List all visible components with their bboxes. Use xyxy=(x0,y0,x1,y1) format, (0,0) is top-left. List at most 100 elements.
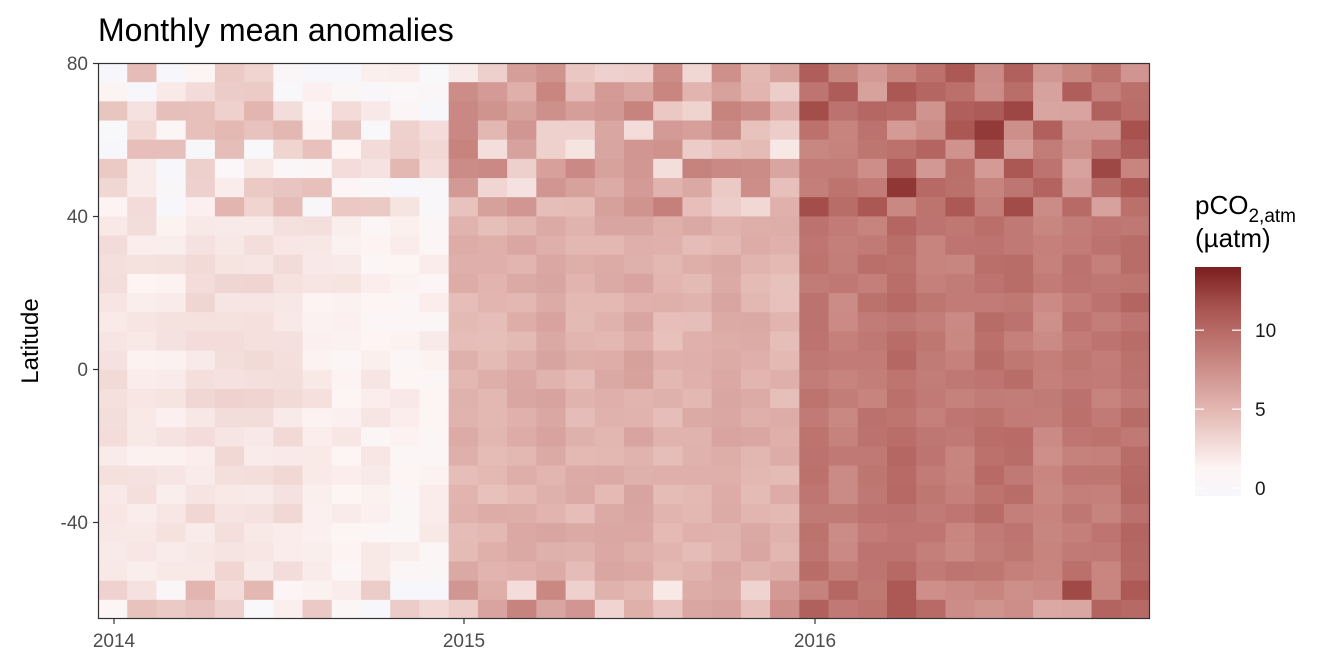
heatmap-cell xyxy=(302,427,333,448)
heatmap-cell xyxy=(390,350,421,371)
heatmap-cell xyxy=(98,446,128,467)
heatmap-cell xyxy=(127,446,158,467)
heatmap-cell xyxy=(244,120,274,141)
heatmap-cell xyxy=(887,197,917,217)
heatmap-cell xyxy=(770,446,800,467)
heatmap-cell xyxy=(127,388,158,409)
heatmap-cell xyxy=(1091,427,1122,448)
heatmap-cell xyxy=(682,312,713,333)
heatmap-cell xyxy=(273,273,304,294)
heatmap-cell xyxy=(945,197,976,217)
heatmap-cell xyxy=(682,82,713,102)
heatmap-cell xyxy=(828,484,859,505)
heatmap-cell xyxy=(1062,197,1093,217)
heatmap-cell xyxy=(945,63,976,83)
heatmap-cell xyxy=(682,599,713,619)
heatmap-cell xyxy=(887,542,917,563)
heatmap-cell xyxy=(1033,63,1063,83)
heatmap-cell xyxy=(390,254,421,275)
heatmap-cell xyxy=(770,120,800,141)
chart-title: Monthly mean anomalies xyxy=(98,12,454,48)
heatmap-cell xyxy=(653,465,684,486)
heatmap-cell xyxy=(1003,523,1034,543)
heatmap-cell xyxy=(244,63,274,83)
heatmap-cell xyxy=(799,235,830,256)
heatmap-cell xyxy=(419,312,450,333)
heatmap-cell xyxy=(916,101,947,122)
heatmap-cell xyxy=(565,408,596,428)
heatmap-cell xyxy=(887,484,917,505)
heatmap-cell xyxy=(185,331,216,352)
heatmap-cell xyxy=(624,465,654,486)
heatmap-cell xyxy=(331,101,362,122)
heatmap-cell xyxy=(1062,369,1093,390)
heatmap-cell xyxy=(653,293,684,313)
heatmap-cell xyxy=(799,465,830,486)
heatmap-cell xyxy=(536,158,567,179)
heatmap-cell xyxy=(507,293,537,313)
heatmap-cell xyxy=(770,273,800,294)
heatmap-cell xyxy=(565,312,596,333)
heatmap-cell xyxy=(477,350,508,371)
heatmap-cell xyxy=(1091,273,1122,294)
heatmap-cell xyxy=(361,254,391,275)
heatmap-cell xyxy=(857,484,888,505)
heatmap-cell xyxy=(448,484,479,505)
heatmap-cell xyxy=(740,158,771,179)
heatmap-cell xyxy=(565,350,596,371)
heatmap-cell xyxy=(1120,82,1150,102)
heatmap-cell xyxy=(974,293,1005,313)
heatmap-cell xyxy=(1003,63,1034,83)
heatmap-cell xyxy=(507,427,537,448)
heatmap-cell xyxy=(887,580,917,601)
heatmap-cell xyxy=(740,523,771,543)
heatmap-cell xyxy=(507,465,537,486)
heatmap-cell xyxy=(594,561,625,582)
heatmap-cell xyxy=(916,465,947,486)
heatmap-cell xyxy=(214,235,245,256)
heatmap-cell xyxy=(1062,254,1093,275)
heatmap-cell xyxy=(799,120,830,141)
heatmap-cell xyxy=(1120,503,1150,524)
heatmap-cell xyxy=(419,542,450,563)
colorbar-title: pCO2,atm xyxy=(1195,190,1296,227)
heatmap-cell xyxy=(1003,331,1034,352)
heatmap-cell xyxy=(945,350,976,371)
heatmap-cell xyxy=(156,427,187,448)
heatmap-cell xyxy=(156,331,187,352)
heatmap-cell xyxy=(887,446,917,467)
heatmap-cell xyxy=(1120,542,1150,563)
heatmap-cell xyxy=(740,254,771,275)
heatmap-cell xyxy=(331,369,362,390)
heatmap-cell xyxy=(302,350,333,371)
heatmap-cell xyxy=(945,503,976,524)
heatmap-cell xyxy=(98,82,128,102)
heatmap-cell xyxy=(185,503,216,524)
heatmap-cell xyxy=(799,82,830,102)
colorbar-legend: pCO2,atm (µatm) 0 5 10 xyxy=(1195,190,1296,500)
heatmap-cell xyxy=(244,331,274,352)
heatmap-cell xyxy=(1033,101,1063,122)
heatmap-cell xyxy=(448,408,479,428)
heatmap-cell xyxy=(740,235,771,256)
heatmap-cell xyxy=(594,197,625,217)
heatmap-cell xyxy=(916,197,947,217)
heatmap-cell xyxy=(711,388,742,409)
heatmap-cell xyxy=(273,101,304,122)
heatmap-cell xyxy=(1120,120,1150,141)
heatmap-cell xyxy=(98,523,128,543)
heatmap-cell xyxy=(477,503,508,524)
heatmap-cell xyxy=(1062,427,1093,448)
heatmap-cell xyxy=(185,82,216,102)
heatmap-cell xyxy=(214,293,245,313)
x-tick-label: 2014 xyxy=(93,631,136,652)
heatmap-cell xyxy=(682,216,713,237)
colorbar-tick-label: 0 xyxy=(1255,479,1266,500)
heatmap-cell xyxy=(799,273,830,294)
heatmap-cell xyxy=(98,427,128,448)
heatmap-cell xyxy=(740,139,771,160)
heatmap-cell xyxy=(302,158,333,179)
heatmap-cell xyxy=(945,216,976,237)
heatmap-cell xyxy=(302,331,333,352)
heatmap-cell xyxy=(273,63,304,83)
